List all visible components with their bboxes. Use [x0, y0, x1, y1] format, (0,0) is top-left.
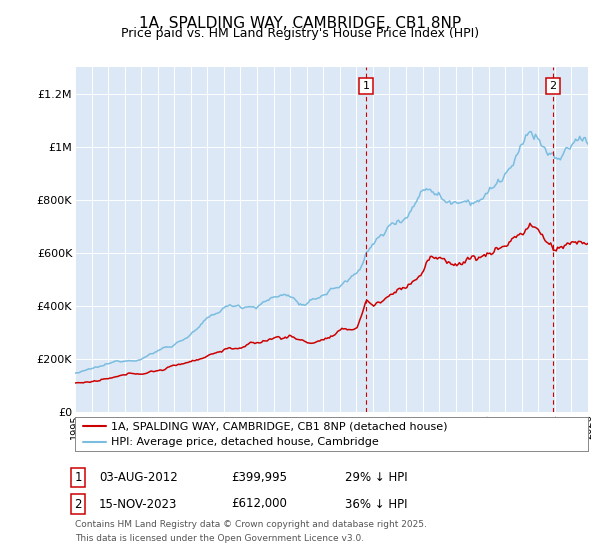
- Text: 15-NOV-2023: 15-NOV-2023: [99, 497, 178, 511]
- Text: 1: 1: [74, 471, 82, 484]
- Text: 36% ↓ HPI: 36% ↓ HPI: [345, 497, 407, 511]
- Text: 03-AUG-2012: 03-AUG-2012: [99, 471, 178, 484]
- Text: Price paid vs. HM Land Registry's House Price Index (HPI): Price paid vs. HM Land Registry's House …: [121, 27, 479, 40]
- Text: £399,995: £399,995: [231, 471, 287, 484]
- Text: 1A, SPALDING WAY, CAMBRIDGE, CB1 8NP (detached house): 1A, SPALDING WAY, CAMBRIDGE, CB1 8NP (de…: [111, 421, 448, 431]
- Text: 1A, SPALDING WAY, CAMBRIDGE, CB1 8NP: 1A, SPALDING WAY, CAMBRIDGE, CB1 8NP: [139, 16, 461, 31]
- Text: £612,000: £612,000: [231, 497, 287, 511]
- Text: This data is licensed under the Open Government Licence v3.0.: This data is licensed under the Open Gov…: [75, 534, 364, 543]
- Text: 2: 2: [549, 81, 556, 91]
- Text: HPI: Average price, detached house, Cambridge: HPI: Average price, detached house, Camb…: [111, 437, 379, 447]
- Text: Contains HM Land Registry data © Crown copyright and database right 2025.: Contains HM Land Registry data © Crown c…: [75, 520, 427, 529]
- Text: 29% ↓ HPI: 29% ↓ HPI: [345, 471, 407, 484]
- Text: 2: 2: [74, 497, 82, 511]
- Text: 1: 1: [362, 81, 370, 91]
